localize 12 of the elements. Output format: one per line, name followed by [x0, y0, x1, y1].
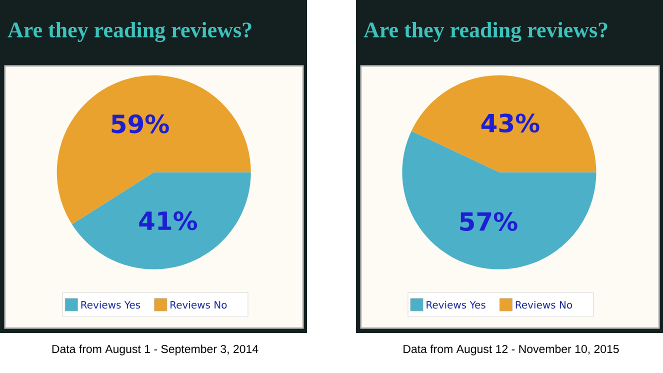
- data-label: 59%: [112, 114, 169, 134]
- text: Data from August 1 - September 3, 2014: [52, 344, 258, 356]
- legend-label: Reviews No: [170, 300, 227, 309]
- chart-title: Are they reading reviews?: [8, 22, 252, 42]
- text: Data from August 12 - November 10, 2015: [404, 344, 619, 356]
- chart-title: Are they reading reviews?: [364, 22, 608, 42]
- legend-label: Reviews Yes: [426, 300, 486, 309]
- legend-label: Reviews No: [516, 300, 572, 309]
- data-label: 41%: [139, 211, 198, 230]
- data-label: 57%: [460, 212, 518, 231]
- legend-label: Reviews Yes: [81, 300, 140, 309]
- data-label: 43%: [481, 114, 540, 133]
